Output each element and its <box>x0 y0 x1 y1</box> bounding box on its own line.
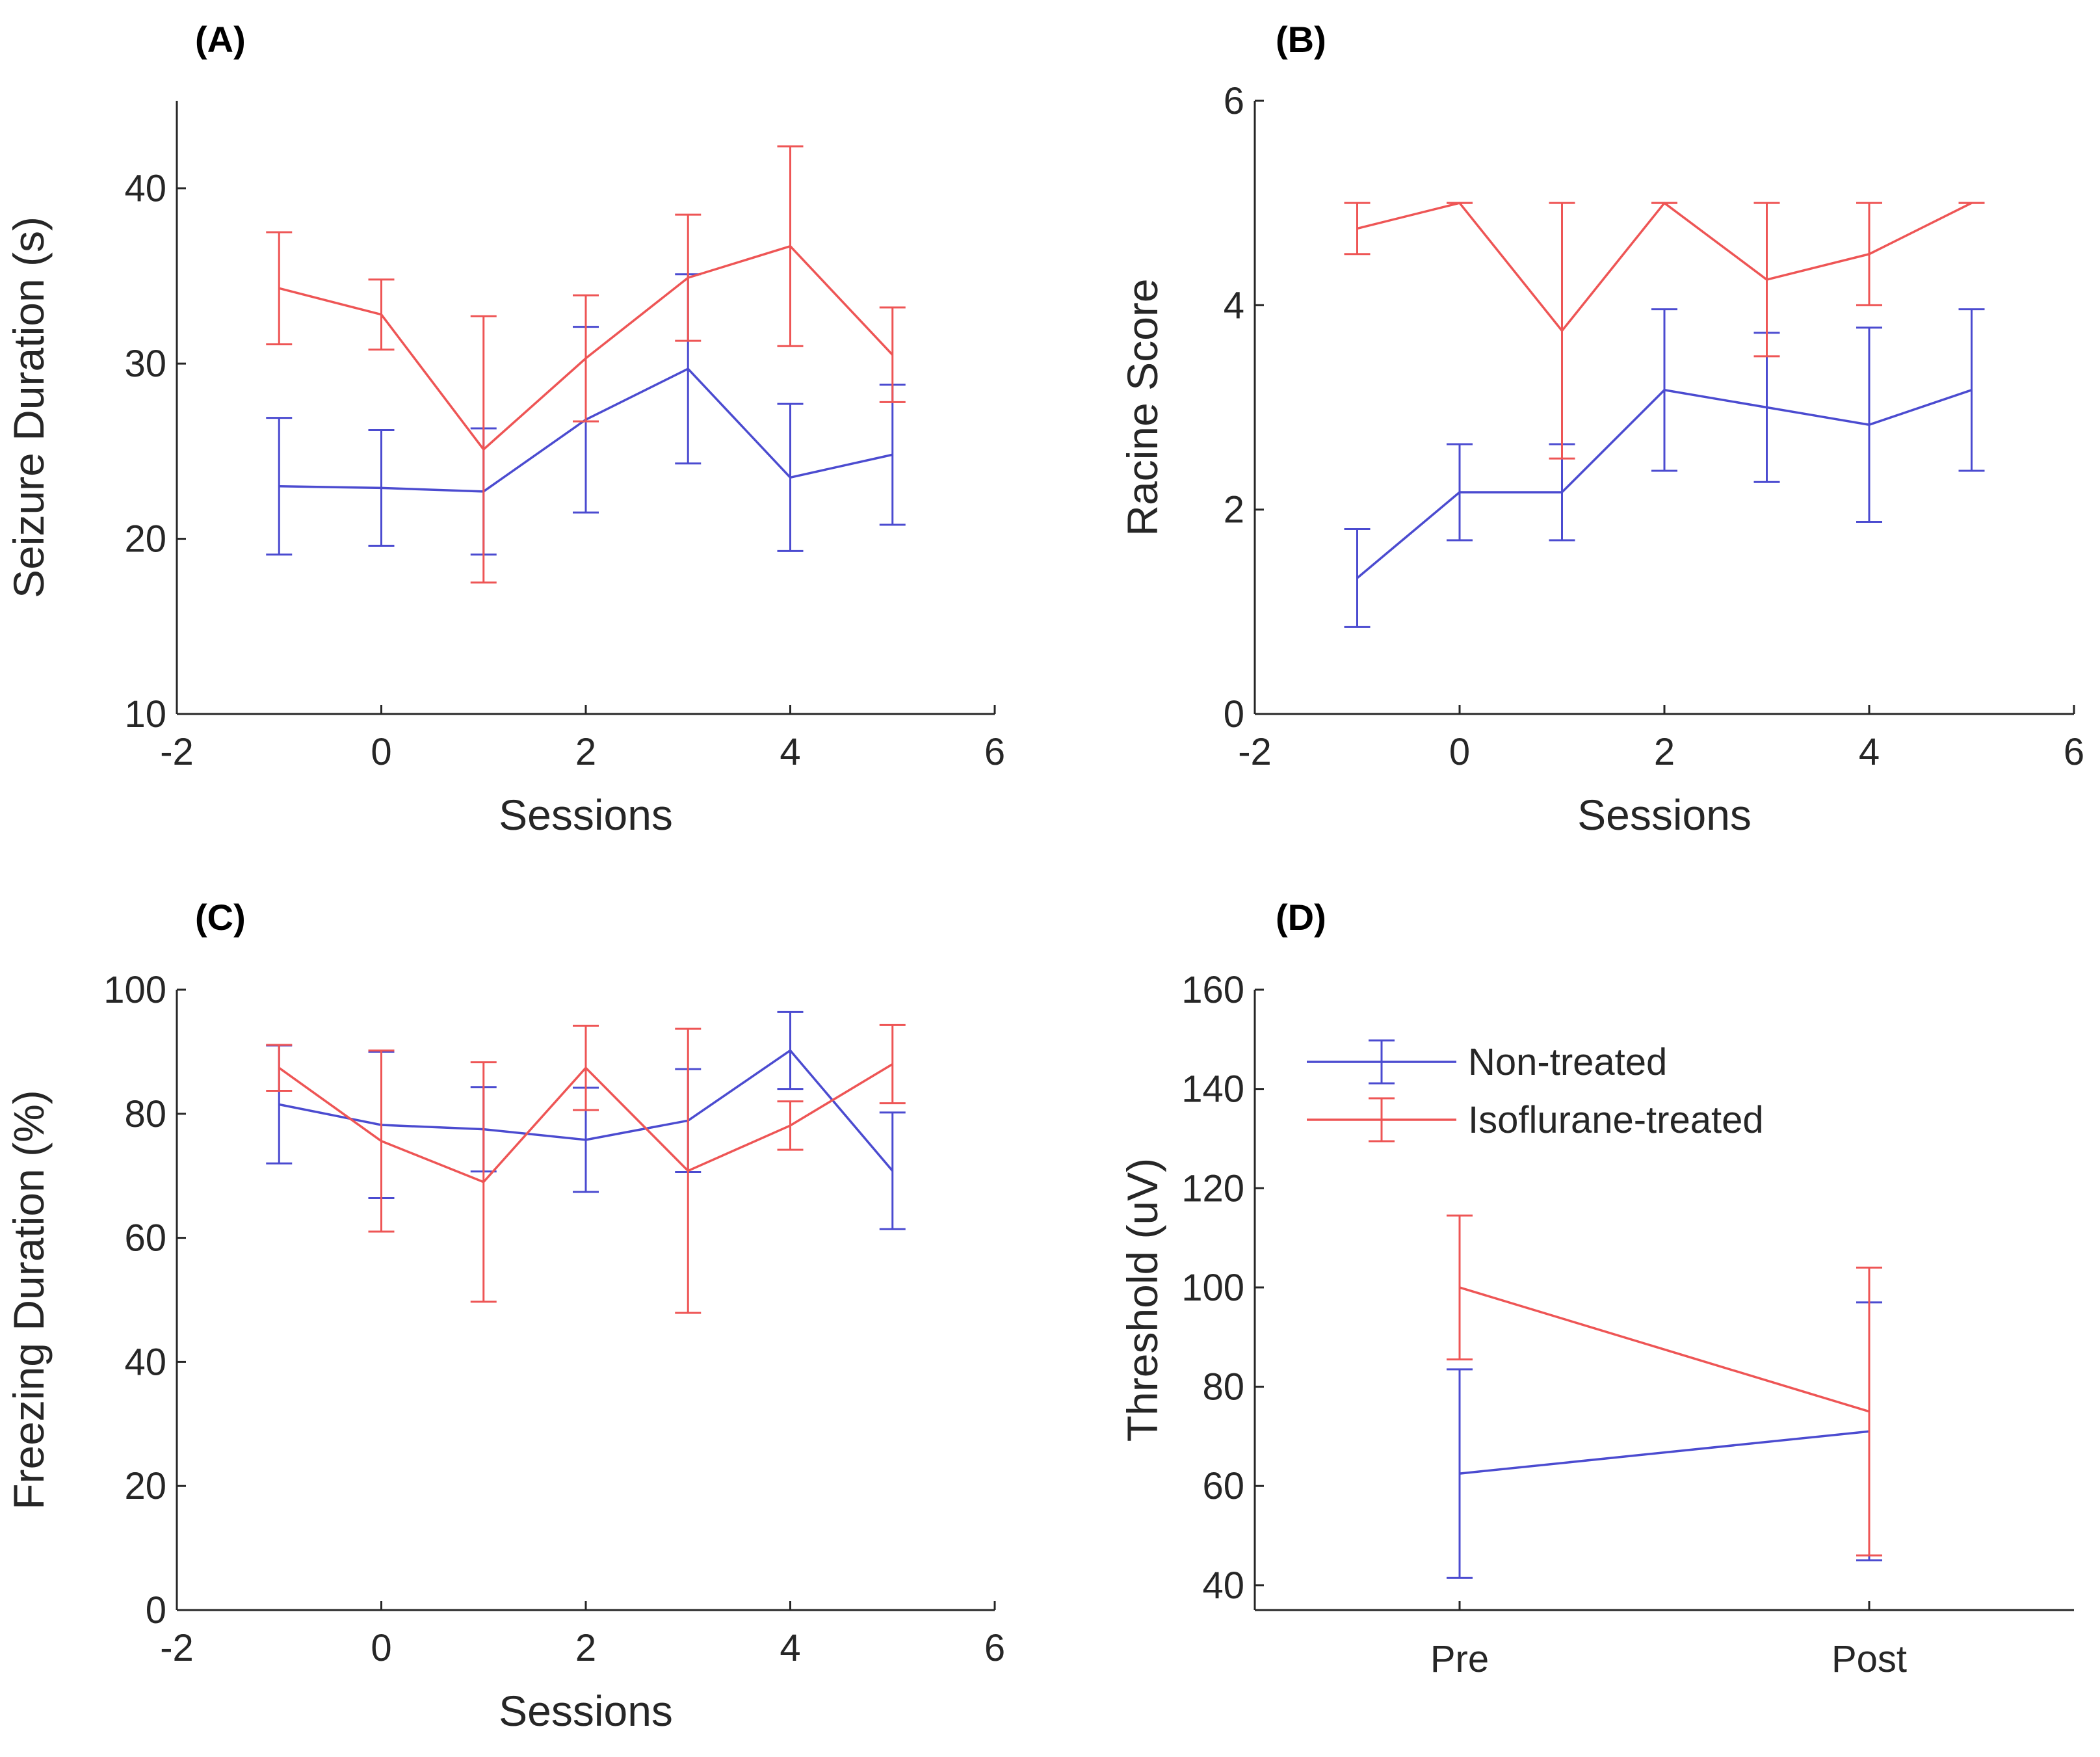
x-tick-label: 6 <box>984 731 1005 773</box>
y-axis-title: Racine Score <box>1118 278 1166 536</box>
y-tick-label: 10 <box>124 693 166 735</box>
y-tick-label: 60 <box>124 1217 166 1260</box>
panel-d-threshold: 40 60 80 100 120 140 160 Pre Post Threshold (uV) (… <box>1118 897 2074 1680</box>
x-tick-label: 2 <box>575 731 596 773</box>
panel-a-seizure-duration: 10 20 30 40 -2 0 2 4 6 Sessions Seizure Duration (… <box>5 19 1005 839</box>
x-tick-label: 2 <box>1654 731 1675 773</box>
y-tick-label: 0 <box>1224 693 1244 735</box>
x-tick-label: 6 <box>2064 731 2084 773</box>
series-line <box>278 1063 893 1183</box>
series-line <box>278 244 894 451</box>
y-tick-label: 140 <box>1181 1068 1244 1111</box>
series-non-treated <box>1447 1301 1882 1579</box>
series-line <box>1357 202 1973 332</box>
series-line <box>1356 389 1973 579</box>
panel-label: (B) <box>1276 19 1326 60</box>
x-tick-label: 4 <box>1859 731 1880 773</box>
y-tick-label: 40 <box>124 168 166 210</box>
x-tick-label: 0 <box>371 731 391 773</box>
y-tick-label: 120 <box>1181 1167 1244 1209</box>
x-tick-label: 2 <box>575 1627 596 1669</box>
legend-label: Isoflurane-treated <box>1468 1099 1764 1141</box>
y-tick-label: 100 <box>1181 1267 1244 1309</box>
panel-label: (D) <box>1276 897 1326 938</box>
x-axis-title: Sessions <box>1577 791 1752 839</box>
y-axis-title: Freezing Duration (%) <box>5 1090 53 1510</box>
y-axis-title: Threshold (uV) <box>1118 1158 1166 1442</box>
x-tick-label: 4 <box>780 1627 800 1669</box>
legend: Non-treated Isoflurane-treated <box>1307 1039 1764 1143</box>
panel-label: (A) <box>195 19 246 60</box>
series-non-treated <box>1344 308 1985 628</box>
y-tick-label: 2 <box>1224 489 1244 531</box>
x-axis-title: Sessions <box>499 1687 673 1735</box>
x-tick-label: -2 <box>1238 731 1272 773</box>
x-tick-label: 4 <box>780 731 800 773</box>
legend-label: Non-treated <box>1468 1041 1667 1083</box>
series-isoflurane-treated <box>1447 1214 1882 1557</box>
x-tick-label: -2 <box>160 1627 194 1669</box>
x-tick-label: 6 <box>984 1627 1005 1669</box>
y-tick-label: 30 <box>124 343 166 385</box>
series-isoflurane-treated <box>266 145 906 584</box>
y-tick-label: 4 <box>1224 284 1244 326</box>
legend-item-isoflurane-treated: Isoflurane-treated <box>1307 1097 1764 1143</box>
y-tick-label: 6 <box>1224 80 1244 122</box>
series-isoflurane-treated <box>1344 202 1985 460</box>
legend-item-non-treated: Non-treated <box>1307 1039 1667 1085</box>
y-tick-label: 160 <box>1181 969 1244 1011</box>
y-tick-label: 0 <box>146 1589 166 1632</box>
x-tick-label: 0 <box>1449 731 1470 773</box>
x-tick-label: 0 <box>371 1627 391 1669</box>
x-category-label-post: Post <box>1831 1638 1907 1680</box>
x-tick-label: -2 <box>160 731 194 773</box>
x-axis-title: Sessions <box>499 791 673 839</box>
y-tick-label: 60 <box>1202 1465 1244 1507</box>
y-tick-label: 80 <box>1202 1366 1244 1408</box>
series-isoflurane-treated <box>266 1024 906 1314</box>
series-line <box>1459 1286 1870 1413</box>
y-tick-label: 80 <box>124 1093 166 1135</box>
y-tick-label: 20 <box>124 518 166 561</box>
error-bar <box>1447 1214 1473 1361</box>
panel-label: (C) <box>195 897 246 938</box>
y-tick-label: 100 <box>103 969 166 1011</box>
x-category-label-pre: Pre <box>1430 1638 1489 1680</box>
y-tick-label: 40 <box>124 1341 166 1383</box>
y-axis-title: Seizure Duration (s) <box>5 217 53 598</box>
series-line <box>1459 1430 1870 1475</box>
y-tick-label: 40 <box>1202 1565 1244 1607</box>
y-tick-label: 20 <box>124 1465 166 1507</box>
